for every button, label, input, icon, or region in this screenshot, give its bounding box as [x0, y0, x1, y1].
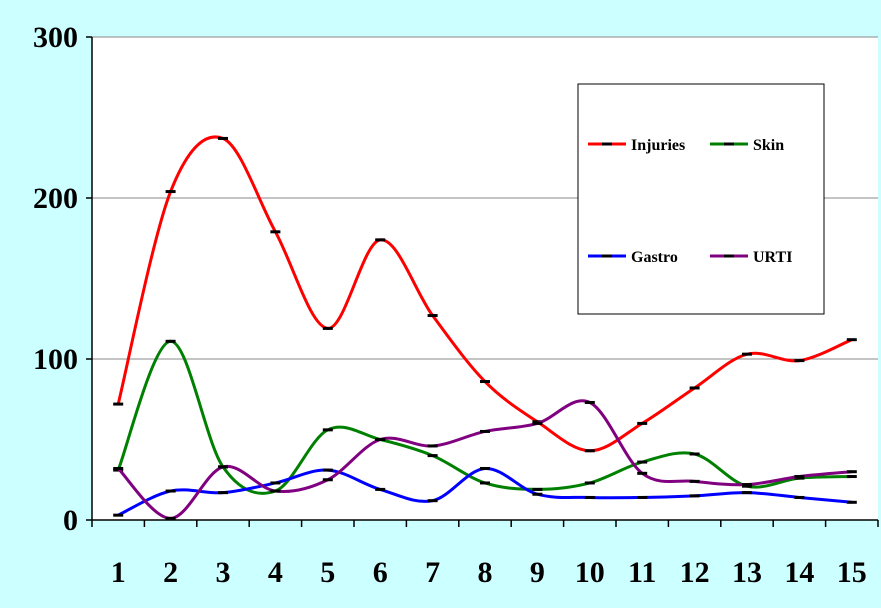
x-tick-label: 2 — [163, 556, 178, 589]
series-lines — [113, 135, 857, 520]
x-tick-label: 11 — [628, 556, 656, 589]
x-tick-label: 4 — [268, 556, 283, 589]
series-line-skin — [116, 339, 852, 495]
x-tick-label: 9 — [530, 556, 545, 589]
legend-label-gastro: Gastro — [631, 249, 678, 266]
legend-label-injuries: Injuries — [631, 137, 685, 154]
y-axis-ticks: 0 100 200 300 — [33, 21, 92, 537]
x-tick-label: 1 — [111, 556, 126, 589]
legend-label-skin: Skin — [753, 137, 784, 154]
x-tick-label: 15 — [837, 556, 867, 589]
x-tick-label: 3 — [216, 556, 231, 589]
axes — [91, 37, 878, 521]
x-tick-label: 10 — [575, 556, 605, 589]
y-tick-label: 0 — [63, 504, 78, 537]
x-tick-label: 12 — [680, 556, 710, 589]
x-tick-label: 14 — [784, 556, 814, 589]
x-tick-label: 5 — [320, 556, 335, 589]
y-tick-label: 100 — [33, 343, 78, 376]
x-tick-label: 6 — [373, 556, 388, 589]
x-axis-ticks: 1 2 3 4 5 6 7 8 9 10 11 12 13 14 15 — [91, 520, 879, 589]
y-tick-label: 200 — [33, 182, 78, 215]
legend: Injuries Skin Gastro URTI — [577, 83, 825, 315]
x-tick-label: 8 — [478, 556, 493, 589]
legend-label-urti: URTI — [753, 249, 792, 266]
y-tick-label: 300 — [33, 21, 78, 54]
x-tick-label: 13 — [732, 556, 762, 589]
legend-box — [577, 83, 825, 315]
x-tick-label: 7 — [425, 556, 440, 589]
